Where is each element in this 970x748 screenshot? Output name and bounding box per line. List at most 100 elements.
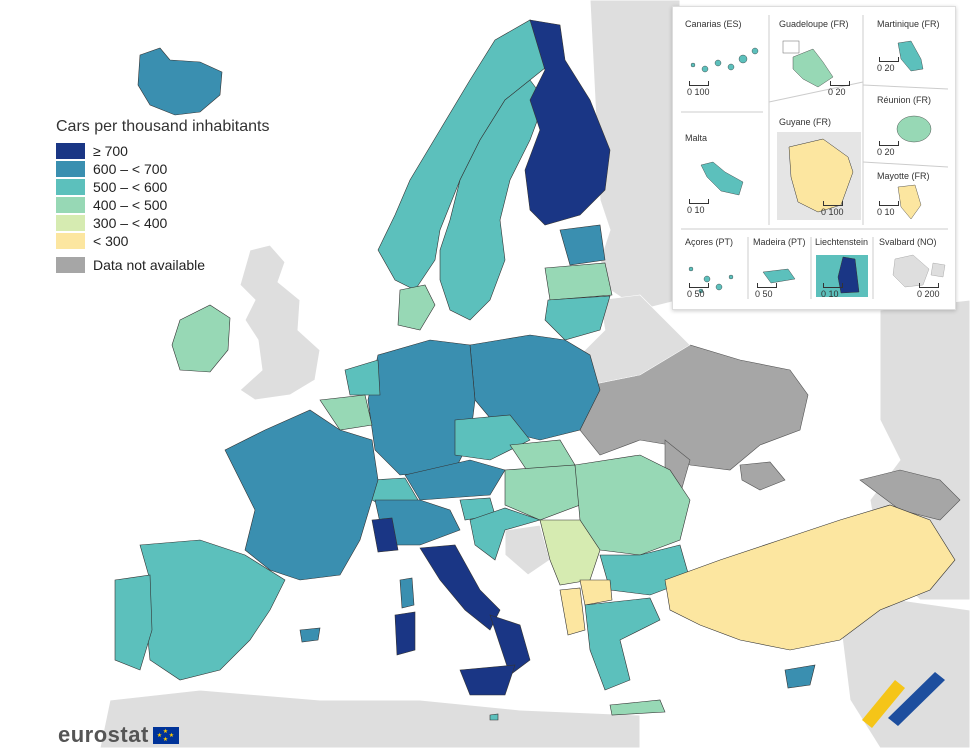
insets-panel: Canarias (ES) 0 100 Guadeloupe (FR) 0 20 Mar… — [672, 6, 956, 310]
insets-dividers — [681, 15, 949, 299]
region-austria — [404, 459, 506, 501]
inset-label: Canarias (ES) — [685, 19, 742, 29]
region-turkey — [664, 504, 956, 651]
eurostat-logo: eurostat ★ ★ ★ ★ — [58, 722, 179, 748]
eurostat-corner-stripes — [862, 672, 945, 728]
region-poland — [469, 334, 601, 441]
inset-shape-malta — [700, 161, 744, 196]
legend-swatch — [56, 197, 85, 213]
inset-shape-svalbard — [892, 254, 946, 288]
inset-shape-guadeloupe — [792, 48, 834, 88]
legend-swatch — [56, 215, 85, 231]
scale-label: 0 100 — [821, 207, 844, 217]
region-croatia — [469, 507, 542, 561]
scale-label: 0 50 — [687, 289, 705, 299]
region-iceland — [137, 47, 223, 116]
scale-label: 0 20 — [828, 87, 846, 97]
inset-label: Martinique (FR) — [877, 19, 940, 29]
region-estonia — [559, 224, 606, 266]
legend-label: 600 – < 700 — [93, 161, 168, 177]
region-great-britain — [239, 244, 321, 401]
legend-label: ≥ 700 — [93, 143, 128, 159]
scale-bar — [879, 201, 899, 206]
region-sardinia — [394, 611, 416, 656]
region-belgium — [319, 394, 373, 431]
region-north-macedonia — [579, 579, 613, 606]
region-sicily — [459, 664, 516, 696]
inset-shape-acores — [688, 266, 734, 294]
legend-label: 500 – < 600 — [93, 179, 168, 195]
scale-label: 0 20 — [877, 63, 895, 73]
region-italy-north-dark — [371, 517, 399, 553]
legend-title: Cars per thousand inhabitants — [56, 118, 270, 135]
legend-na-swatch — [56, 257, 85, 273]
region-czechia — [454, 414, 531, 461]
legend-na-row: Data not available — [56, 256, 269, 274]
region-netherlands — [344, 359, 381, 396]
inset-label: Madeira (PT) — [753, 237, 806, 247]
region-balearic — [299, 627, 321, 643]
region-belarus — [579, 294, 691, 386]
inset-label: Mayotte (FR) — [877, 171, 930, 181]
region-albania — [559, 587, 586, 636]
scale-bar — [879, 57, 899, 62]
scale-bar — [757, 283, 777, 288]
scale-label: 0 10 — [877, 207, 895, 217]
scale-label: 0 100 — [687, 87, 710, 97]
scale-label: 0 20 — [877, 147, 895, 157]
scale-bar — [830, 81, 850, 86]
legend-label: < 300 — [93, 233, 129, 249]
scale-label: 0 200 — [917, 289, 940, 299]
region-hungary — [504, 464, 581, 521]
region-crimea — [739, 461, 786, 491]
scale-bar — [689, 199, 709, 204]
inset-shape-mayotte — [897, 184, 922, 220]
region-greece — [584, 597, 661, 691]
legend-swatch — [56, 161, 85, 177]
inset-label: Svalbard (NO) — [879, 237, 937, 247]
inset-label: Açores (PT) — [685, 237, 734, 247]
inset-shape-liechtenstein — [837, 256, 860, 294]
region-finland — [524, 19, 611, 226]
legend-label: 400 – < 500 — [93, 197, 168, 213]
scale-bar — [689, 283, 709, 288]
region-france — [224, 409, 379, 581]
scale-label: 0 10 — [821, 289, 839, 299]
region-latvia — [544, 262, 613, 301]
inset-label: Guyane (FR) — [779, 117, 832, 127]
legend-label: 300 – < 400 — [93, 215, 168, 231]
region-portugal — [114, 574, 153, 671]
legend-classes: ≥ 700 600 – < 700 500 – < 600 400 – < 500 30… — [56, 142, 269, 250]
region-cyprus — [784, 664, 816, 689]
region-italy-south — [489, 614, 531, 676]
scale-bar — [823, 201, 843, 206]
legend: Cars per thousand inhabitants ≥ 700 600 –… — [56, 118, 269, 274]
inset-label: Malta — [685, 133, 708, 143]
region-crete — [609, 699, 666, 716]
scale-label: 0 10 — [687, 205, 705, 215]
legend-row: ≥ 700 — [56, 142, 269, 160]
scale-bar — [919, 283, 939, 288]
eurostat-wordmark: eurostat — [58, 722, 149, 747]
scale-bar — [879, 141, 899, 146]
region-malta — [489, 713, 499, 721]
legend-row: 300 – < 400 — [56, 214, 269, 232]
inset-shape-reunion — [896, 115, 932, 143]
legend-row: 500 – < 600 — [56, 178, 269, 196]
legend-swatch — [56, 179, 85, 195]
legend-na-label: Data not available — [93, 257, 206, 273]
scale-label: 0 50 — [755, 289, 773, 299]
region-italy-center — [419, 544, 501, 631]
legend-swatch — [56, 143, 85, 159]
inset-shape-canarias — [690, 47, 759, 73]
region-lithuania — [544, 295, 611, 341]
region-north-africa — [99, 689, 641, 748]
data-not-available-areas — [579, 294, 961, 521]
inset-shape-madeira — [762, 268, 796, 284]
region-bosnia-serbia-grey — [504, 524, 551, 576]
region-ireland — [171, 304, 231, 373]
scale-bar — [689, 81, 709, 86]
legend-row: 600 – < 700 — [56, 160, 269, 178]
legend-row: 400 – < 500 — [56, 196, 269, 214]
region-ukraine — [579, 344, 809, 471]
